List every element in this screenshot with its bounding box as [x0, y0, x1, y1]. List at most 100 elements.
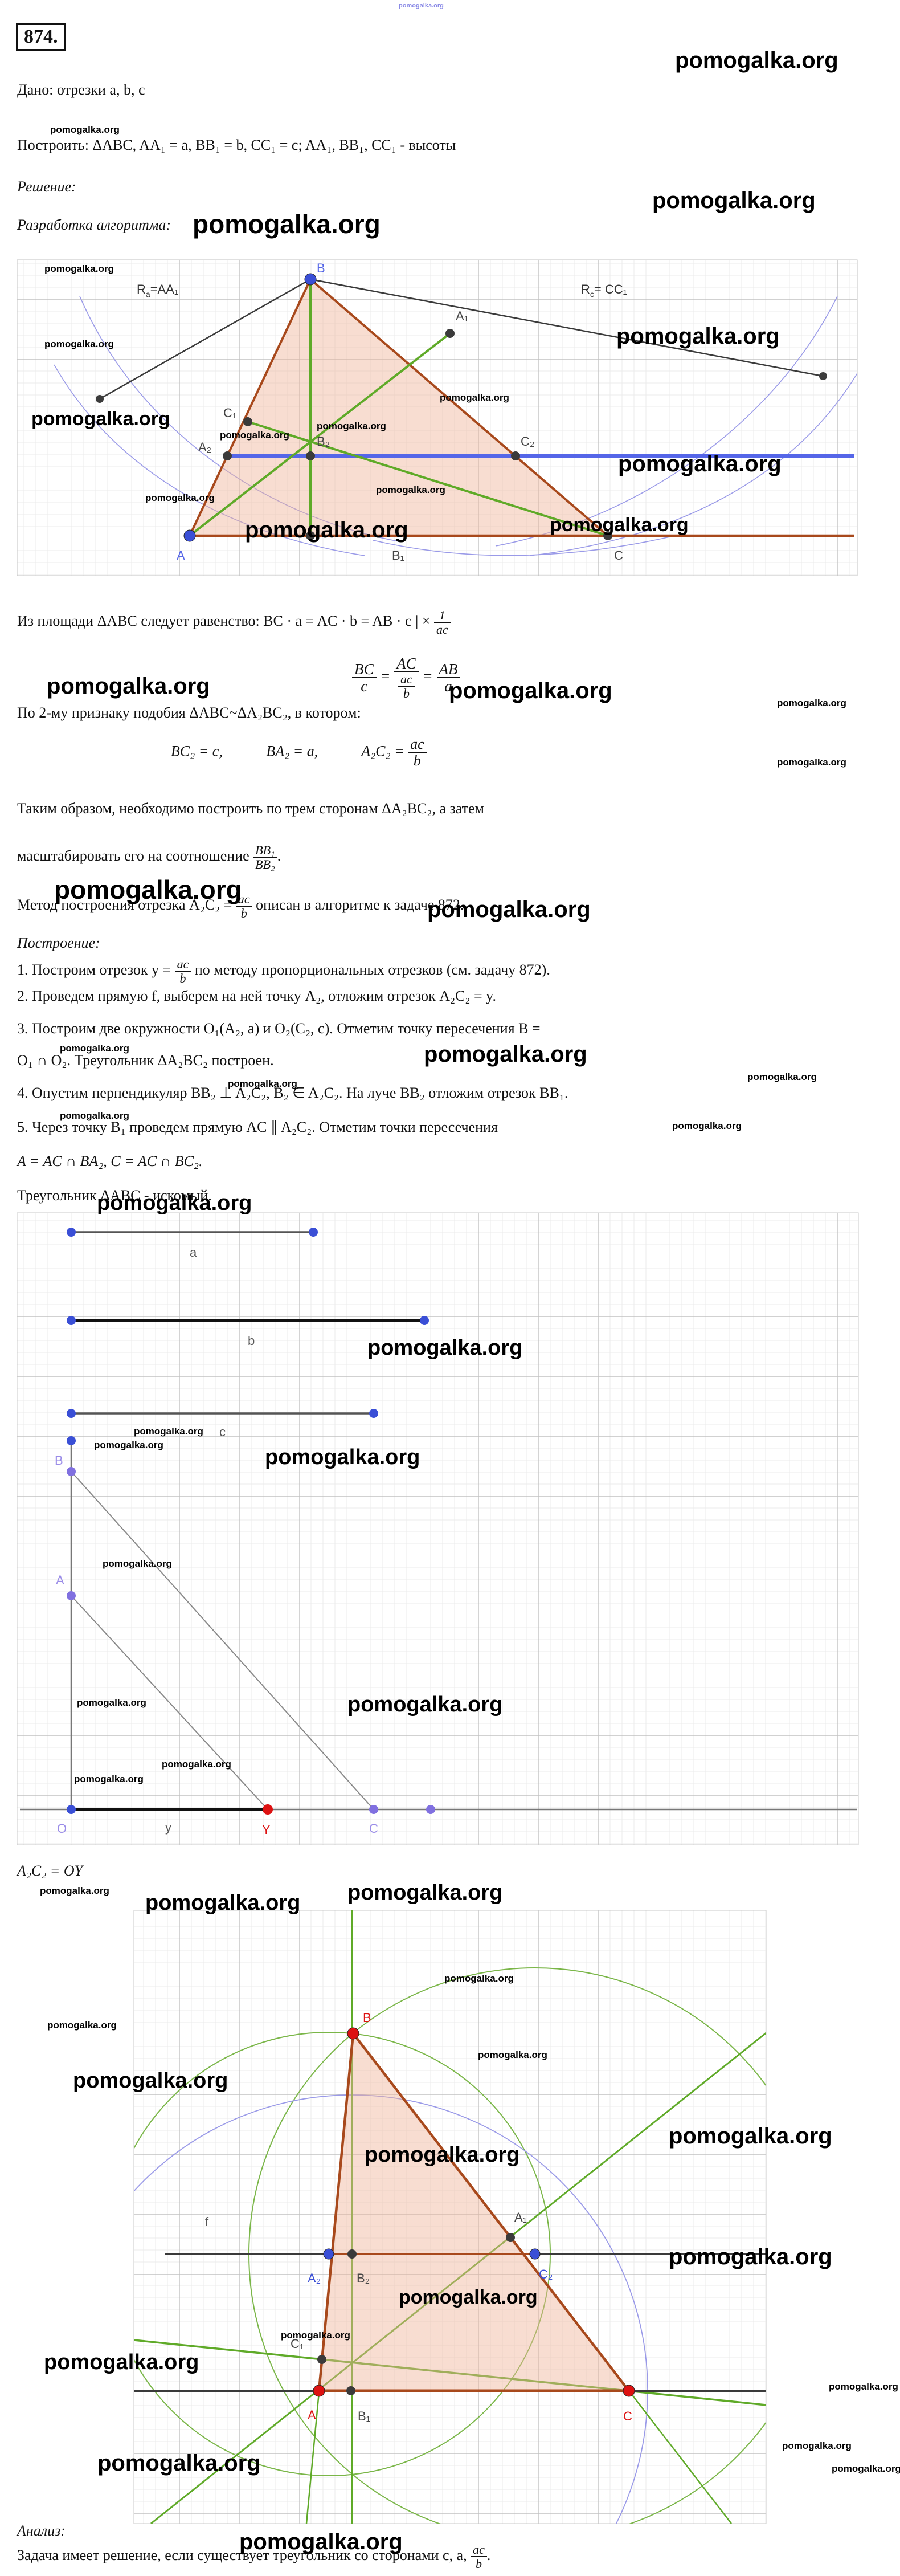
watermark: pomogalka.org [145, 492, 215, 503]
arc-left-inner [54, 364, 365, 556]
watermark: pomogalka.org [265, 1445, 420, 1469]
point-b1 [306, 531, 315, 540]
side-ba2: BA₂ = a, [266, 743, 318, 760]
arc-bottom [373, 535, 676, 556]
method-post: описан в алгоритме к задаче 872. [256, 896, 464, 914]
point-extra [426, 1805, 435, 1814]
step-5b: A = AC ∩ BA₂, C = AC ∩ BC₂. [17, 1153, 203, 1169]
watermark: pomogalka.org [675, 48, 838, 73]
watermark: pomogalka.org [54, 875, 242, 904]
watermark: pomogalka.org [829, 2381, 898, 2392]
problem-number: 874. [16, 23, 66, 51]
label-ra: Ra=AA₁ [137, 282, 178, 299]
watermark: pomogalka.org [440, 392, 509, 403]
watermark: pomogalka.org [40, 1885, 109, 1896]
point-b-d3 [347, 2027, 359, 2040]
step1-post: по методу пропорциональных отрезков (см.… [194, 961, 550, 979]
watermark: pomogalka.org [145, 1891, 301, 1915]
sides-line: BC₂ = c, BA₂ = a, A₂C₂ = ac b [171, 736, 427, 769]
similarity-line: По 2-му признаку подобия ΔABC~ΔA₂BC₂, в … [17, 704, 361, 721]
frac-bc-c: BC c [352, 661, 377, 695]
watermark: pomogalka.org [220, 430, 289, 441]
frac-1-ac: 1 ac [433, 609, 451, 636]
watermark: pomogalka.org [427, 897, 591, 922]
watermark: pomogalka.org [672, 1120, 742, 1131]
watermark: pomogalka.org [134, 1426, 203, 1437]
side-ba-d3 [317, 2033, 355, 2391]
label-c: C [614, 548, 623, 563]
watermark: pomogalka.org [31, 408, 170, 430]
watermark: pomogalka.org [399, 2, 444, 9]
label-c1: C₁ [223, 406, 236, 420]
watermark: pomogalka.org [782, 2440, 852, 2451]
point-a2 [223, 451, 232, 460]
algorithm-label: Разработка алгоритма: [17, 217, 171, 233]
watermark: pomogalka.org [74, 1774, 144, 1784]
oy-line: A₂C₂ = OY [17, 1862, 83, 1879]
triangle-abc-fill [190, 279, 608, 536]
watermark: pomogalka.org [478, 2049, 547, 2060]
arc-left-outer [79, 296, 399, 542]
result-line: Треугольник ΔABC - искомый. [17, 1187, 212, 1204]
watermark: pomogalka.org [44, 339, 114, 349]
label-b-d3: B [363, 2011, 371, 2025]
label-seg-a: a [190, 1245, 197, 1260]
segment-b-start [67, 1316, 76, 1325]
line-ay-parallel [71, 1595, 268, 1810]
label-y-seg: y [165, 1820, 171, 1835]
label-y-point: Y [262, 1823, 271, 1837]
segment-radius-c [310, 278, 824, 377]
watermark: pomogalka.org [245, 517, 408, 543]
watermark: pomogalka.org [77, 1697, 146, 1708]
point-radius-c-end [819, 372, 827, 380]
label-c-d2: C [369, 1821, 378, 1836]
label-c2-d3: C₂ [539, 2267, 553, 2281]
label-b1: B₁ [392, 548, 404, 563]
watermark: pomogalka.org [239, 2529, 403, 2554]
point-y-result [263, 1804, 273, 1815]
side-bc [309, 278, 609, 537]
label-b-d2: B [55, 1453, 63, 1468]
line-altitude-c [134, 2339, 766, 2406]
thus-2-text: масштабировать его на соотношение [17, 847, 249, 865]
segment-c-end [369, 1409, 378, 1418]
point-c1-d3 [317, 2355, 326, 2364]
label-a-d3: A [308, 2408, 316, 2422]
frac-ac-nested: AC ac b [394, 655, 419, 700]
label-a2-d3: A₂ [308, 2271, 321, 2285]
label-f: f [205, 2215, 209, 2229]
watermark: pomogalka.org [399, 2286, 538, 2308]
point-b1-d3 [346, 2386, 355, 2395]
solution-label: Решение: [17, 178, 76, 195]
watermark: pomogalka.org [747, 1071, 817, 1082]
point-c1 [243, 417, 252, 426]
label-a2: A₂ [198, 440, 211, 454]
frac-bb1-bb2: BB₁ BB₂ [253, 843, 277, 871]
final-text: Задача имеет решение, если существует тр… [17, 2547, 467, 2564]
watermark: pomogalka.org [60, 1043, 129, 1054]
watermark: pomogalka.org [47, 674, 210, 699]
watermark: pomogalka.org [444, 1973, 514, 1984]
watermark: pomogalka.org [777, 698, 846, 708]
frac-ac-b-nested: ac b [398, 672, 415, 700]
method-pre: Метод построения отрезка A₂C₂ = [17, 896, 232, 914]
diagram-3-final-construction: B f A₂ B₂ C₂ C₁ A B₁ C A₁ [133, 1910, 767, 2524]
frac-ac-b-3: ac b [174, 957, 191, 985]
point-b [304, 273, 317, 286]
watermark: pomogalka.org [365, 2143, 520, 2167]
point-b2 [306, 451, 315, 460]
point-a-d2 [67, 1591, 76, 1600]
watermark: pomogalka.org [449, 678, 612, 703]
label-c-d3: C [623, 2409, 632, 2423]
watermark: pomogalka.org [616, 324, 780, 349]
area-equality-text: Из площади ΔABC следует равенство: BC · … [17, 613, 431, 630]
triangle-fill-d3 [319, 2033, 629, 2391]
watermark: pomogalka.org [550, 514, 689, 536]
segment-a-start [67, 1228, 76, 1237]
point-c-d2 [369, 1805, 378, 1814]
watermark: pomogalka.org [777, 757, 846, 768]
point-c2 [511, 451, 520, 460]
watermark: pomogalka.org [97, 2451, 261, 2476]
frac-ac-b-1: ac b [408, 736, 427, 769]
method-line: Метод построения отрезка A₂C₂ = ac b опис… [17, 892, 464, 920]
